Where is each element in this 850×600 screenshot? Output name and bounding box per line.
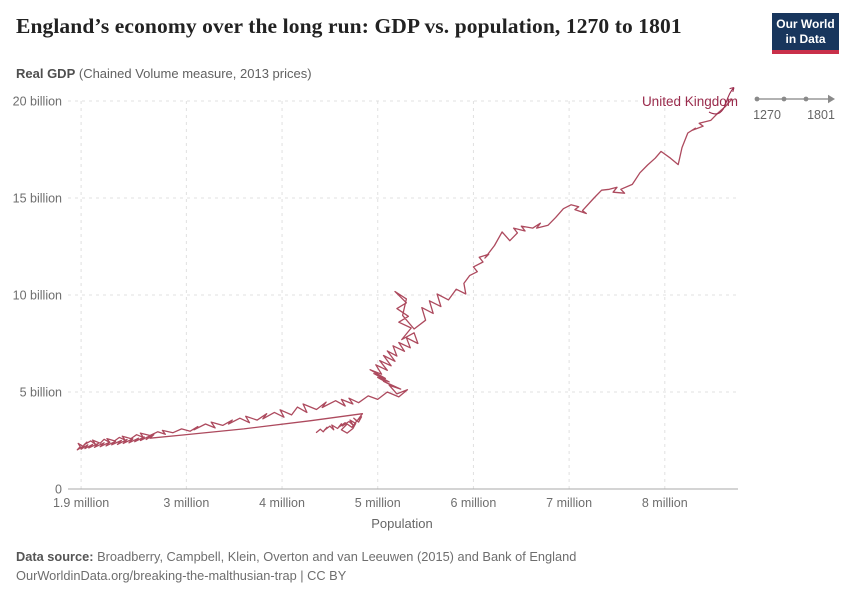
x-tick-label: 5 million [355, 496, 401, 510]
data-source-text: Broadberry, Campbell, Klein, Overton and… [93, 549, 577, 564]
logo-line1: Our World [776, 17, 835, 32]
x-tick-label: 1.9 million [53, 496, 109, 510]
timeline-dot [781, 96, 787, 102]
chart-subtitle: Real GDP (Chained Volume measure, 2013 p… [16, 66, 312, 81]
x-axis-title: Population [371, 516, 432, 531]
chart-canvas: 0 5 billion 10 billion 15 billion 20 billion… [13, 86, 738, 531]
x-tick-label: 6 million [450, 496, 496, 510]
series-label-united-kingdom[interactable]: United Kingdom [642, 94, 738, 109]
y-tick-label: 0 [55, 483, 62, 497]
y-tick-label: 20 billion [13, 95, 62, 109]
annotation-arrow-icon [708, 86, 735, 115]
page-title: England’s economy over the long run: GDP… [16, 14, 682, 38]
citation-link[interactable]: OurWorldinData.org/breaking-the-malthusi… [16, 568, 347, 583]
series-line-united-kingdom[interactable] [76, 98, 733, 451]
timeline-arrow-icon [828, 94, 835, 104]
timeline-slider[interactable]: 1270 1801 [748, 90, 844, 124]
data-source-label: Data source: [16, 549, 94, 564]
x-tick-label: 8 million [642, 496, 688, 510]
y-tick-label: 5 billion [20, 386, 62, 400]
chart-footer: Data source: Broadberry, Campbell, Klein… [16, 547, 576, 585]
x-tick-label: 4 million [259, 496, 305, 510]
timeline-start-label: 1270 [753, 108, 781, 122]
subtitle-metric: Real GDP [16, 66, 76, 81]
x-axis-tick-labels: 1.9 million 3 million 4 million 5 million 6 … [53, 496, 688, 510]
subtitle-detail: (Chained Volume measure, 2013 prices) [75, 66, 312, 81]
y-tick-label: 15 billion [13, 192, 62, 206]
x-tick-label: 7 million [546, 496, 592, 510]
owid-logo[interactable]: Our World in Data [772, 13, 839, 54]
timeline-dot [803, 96, 809, 102]
timeline-end-label: 1801 [807, 108, 835, 122]
y-tick-label: 10 billion [13, 289, 62, 303]
timeline-dot [754, 96, 760, 102]
x-tick-label: 3 million [163, 496, 209, 510]
y-axis-tick-labels: 0 5 billion 10 billion 15 billion 20 billion [13, 95, 62, 497]
logo-line2: in Data [785, 31, 826, 46]
data-source-line: Data source: Broadberry, Campbell, Klein… [16, 547, 576, 566]
